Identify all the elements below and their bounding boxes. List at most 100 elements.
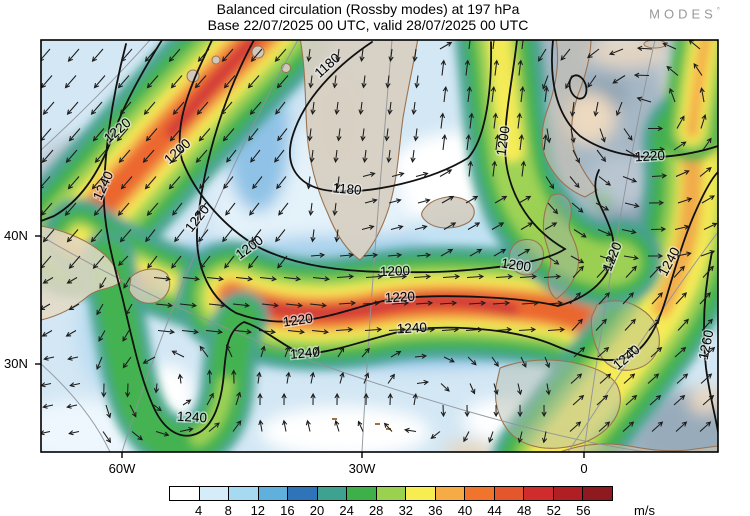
wind-arrow xyxy=(282,419,288,432)
wind-arrow xyxy=(285,371,291,384)
map-frame xyxy=(40,39,719,453)
wind-arrow xyxy=(538,48,547,62)
colorbar-cell xyxy=(493,487,524,500)
wind-arrow xyxy=(545,176,555,190)
wind-arrow xyxy=(283,276,302,282)
wind-arrow xyxy=(677,318,689,331)
wind-arrow xyxy=(570,128,576,144)
wind-arrow xyxy=(440,59,446,76)
wind-arrow xyxy=(67,355,79,361)
wind-arrow xyxy=(518,133,524,151)
wind-arrow xyxy=(276,75,289,89)
wind-arrow xyxy=(174,229,185,243)
wind-arrow xyxy=(520,222,534,230)
wind-arrow xyxy=(520,160,526,177)
wind-arrow xyxy=(198,229,209,243)
wind-arrow xyxy=(120,176,133,190)
wind-arrow xyxy=(673,141,687,151)
wind-arrow xyxy=(197,48,210,62)
wind-arrow xyxy=(417,198,431,204)
wind-arrow xyxy=(387,392,393,406)
wind-arrow xyxy=(248,128,259,142)
wind-arrow xyxy=(675,292,687,305)
modes-logo: MODES° xyxy=(649,6,720,21)
wind-arrow xyxy=(153,383,160,394)
wind-arrow xyxy=(66,403,78,409)
colorbar-cell xyxy=(346,487,376,500)
wind-arrow xyxy=(650,226,667,232)
wind-arrow xyxy=(225,344,233,358)
contour-label: 1200 xyxy=(500,256,532,275)
wind-arrow xyxy=(42,403,54,409)
wind-arrow xyxy=(599,255,615,262)
wind-arrow xyxy=(622,176,638,183)
colorbar-tick-label: 16 xyxy=(280,503,295,516)
wind-arrow xyxy=(464,404,470,418)
wind-arrow xyxy=(649,146,666,153)
wind-arrow xyxy=(119,101,132,115)
wind-arrow xyxy=(68,255,81,269)
wind-arrow xyxy=(702,137,712,151)
wind-arrow xyxy=(92,128,105,142)
wind-arrow xyxy=(339,252,355,258)
wind-arrow xyxy=(521,40,524,50)
wind-arrow xyxy=(101,383,107,398)
wind-arrow xyxy=(307,128,313,142)
wind-arrow xyxy=(441,327,460,333)
wind-arrow xyxy=(310,392,316,406)
wind-arrow xyxy=(200,255,211,269)
colorbar-tick-label: 24 xyxy=(339,503,354,516)
wind-arrow xyxy=(622,421,635,432)
wind-arrow xyxy=(519,85,525,103)
wind-arrow xyxy=(226,149,237,163)
wind-arrow xyxy=(677,197,693,204)
wind-arrow xyxy=(545,383,551,396)
y-axis-label: 40N xyxy=(4,228,28,243)
wind-arrow xyxy=(309,371,316,384)
wind-arrow xyxy=(465,327,484,333)
wind-arrow xyxy=(42,101,55,115)
wind-arrow xyxy=(312,276,331,282)
wind-arrow xyxy=(168,176,181,190)
wind-arrow xyxy=(517,404,523,418)
contour-label: 1200 xyxy=(494,125,513,157)
wind-arrow xyxy=(517,383,523,396)
wind-arrow xyxy=(90,101,103,115)
wind-arrow xyxy=(142,149,155,163)
wind-arrow xyxy=(517,59,523,76)
wind-arrow xyxy=(544,356,551,369)
wind-arrow xyxy=(569,292,581,305)
wind-arrow xyxy=(182,276,201,282)
wind-arrow xyxy=(65,149,78,163)
wind-arrow xyxy=(169,128,182,142)
wind-arrow xyxy=(41,430,51,436)
wind-arrow xyxy=(122,356,132,369)
chart-title: Balanced circulation (Rossby modes) at 1… xyxy=(216,1,520,17)
wind-arrow xyxy=(334,101,340,116)
wind-arrow xyxy=(649,265,661,278)
wind-arrow xyxy=(443,356,455,363)
wind-arrow xyxy=(232,302,251,308)
wind-arrow xyxy=(155,430,170,437)
y-axis-label: 30N xyxy=(4,356,28,371)
wind-arrow xyxy=(598,292,610,305)
colorbar-tick-label: 40 xyxy=(457,503,473,516)
wind-arrow xyxy=(195,149,208,163)
wind-arrow xyxy=(65,330,77,337)
wind-arrow xyxy=(700,373,713,384)
wind-arrow xyxy=(521,300,540,306)
wind-arrow xyxy=(313,345,320,358)
wind-arrow xyxy=(492,40,495,50)
wind-arrow xyxy=(621,346,634,358)
wind-arrow xyxy=(495,274,514,280)
wind-arrow xyxy=(145,128,158,142)
colorbar-tick-label: 8 xyxy=(224,503,232,516)
wind-arrow xyxy=(223,176,234,190)
wind-arrow xyxy=(703,346,716,358)
wind-arrow xyxy=(364,327,383,333)
wind-arrow xyxy=(248,255,259,269)
wind-arrow xyxy=(250,149,261,163)
wind-arrow xyxy=(119,229,132,243)
wind-arrow xyxy=(339,371,345,384)
